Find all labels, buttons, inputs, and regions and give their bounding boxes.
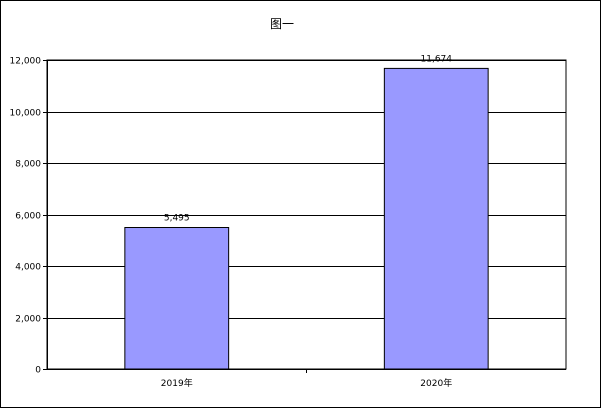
y-tick-label: 6,000 <box>15 212 41 222</box>
y-tick-label: 10,000 <box>10 109 42 119</box>
data-label: 5,495 <box>164 214 190 224</box>
axes <box>43 60 566 373</box>
bars <box>124 67 489 370</box>
labels: 0 2,000 4,000 6,000 8,000 10,000 12,000 5,495 20… <box>10 54 453 389</box>
bar <box>124 227 230 370</box>
x-tick-label: 2019年 <box>161 377 193 389</box>
x-tick-label: 2020年 <box>420 377 452 389</box>
data-label: 11,674 <box>421 54 453 64</box>
y-tick-label: 0 <box>35 366 41 376</box>
y-tick-label: 2,000 <box>15 315 41 325</box>
chart-title: 图一 <box>270 17 294 31</box>
y-tick-label: 12,000 <box>10 57 42 67</box>
y-tick-label: 4,000 <box>15 263 41 273</box>
y-tick-label: 8,000 <box>15 160 41 170</box>
bar <box>383 67 489 370</box>
